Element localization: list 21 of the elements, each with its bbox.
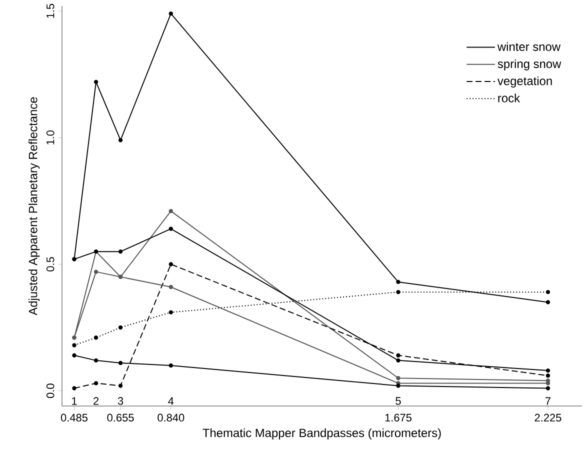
y-tick-label: 0.0	[46, 384, 54, 398]
annotation: 5	[396, 397, 401, 405]
annotation: 7	[545, 397, 550, 405]
x-axis-title: Thematic Mapper Bandpasses (micrometers)	[202, 428, 441, 440]
legend-label: vegetation	[497, 76, 552, 88]
x-tick-label: 2.225	[534, 414, 562, 422]
y-tick-label: 0.5	[46, 257, 54, 272]
x-tick-label: 1.675	[385, 414, 412, 422]
y-axis-title: Adjusted Apparent Planetary Reflectance	[28, 97, 40, 316]
annotation: 2	[94, 397, 99, 405]
annotation: 3	[118, 397, 124, 405]
y-tick-label: 1.5	[46, 4, 54, 18]
legend-label: winter snow	[497, 42, 561, 51]
annotation: 1	[72, 397, 77, 405]
x-tick-label: 0.485	[60, 414, 88, 422]
x-tick-label: 0.840	[158, 414, 184, 422]
legend-label: rock	[498, 94, 520, 102]
annotation: 4	[168, 397, 174, 405]
y-tick-label: 1.0	[46, 130, 54, 144]
x-tick-label: 0.655	[107, 414, 134, 422]
legend-label: spring snow	[498, 59, 562, 70]
